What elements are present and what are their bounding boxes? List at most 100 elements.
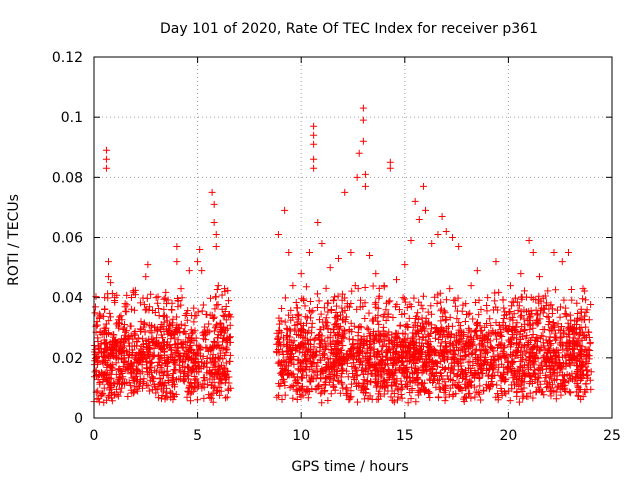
data-point bbox=[108, 397, 116, 405]
data-point bbox=[177, 320, 185, 328]
data-point bbox=[436, 331, 444, 339]
data-point bbox=[404, 383, 412, 391]
data-point bbox=[199, 331, 207, 339]
data-point bbox=[310, 155, 318, 163]
data-point bbox=[124, 361, 132, 369]
data-point bbox=[275, 358, 283, 366]
data-point bbox=[517, 270, 525, 278]
data-point bbox=[226, 357, 234, 365]
data-point bbox=[310, 140, 318, 148]
data-point bbox=[100, 312, 108, 320]
data-point bbox=[518, 311, 526, 319]
data-point bbox=[374, 304, 382, 312]
data-point bbox=[546, 378, 554, 386]
data-point bbox=[529, 358, 537, 366]
data-point bbox=[560, 329, 568, 337]
data-point bbox=[421, 325, 429, 333]
data-point bbox=[579, 358, 587, 366]
data-point bbox=[315, 381, 323, 389]
data-point bbox=[435, 352, 443, 360]
data-point bbox=[511, 294, 519, 302]
data-point bbox=[187, 334, 195, 342]
data-point bbox=[347, 249, 355, 257]
data-point bbox=[521, 342, 529, 350]
data-point bbox=[513, 319, 521, 327]
data-point bbox=[536, 369, 544, 377]
data-point bbox=[293, 320, 301, 328]
data-point bbox=[336, 389, 344, 397]
data-point bbox=[552, 352, 560, 360]
data-point bbox=[137, 327, 145, 335]
data-point bbox=[430, 349, 438, 357]
data-point bbox=[414, 330, 422, 338]
data-point bbox=[545, 317, 553, 325]
data-point bbox=[360, 376, 368, 384]
data-point bbox=[152, 294, 160, 302]
data-point bbox=[199, 380, 207, 388]
data-point bbox=[492, 393, 500, 401]
data-point bbox=[395, 386, 403, 394]
data-point bbox=[290, 360, 298, 368]
data-point bbox=[108, 289, 116, 297]
data-point bbox=[356, 303, 364, 311]
data-point bbox=[573, 299, 581, 307]
data-point bbox=[219, 355, 227, 363]
data-point bbox=[200, 394, 208, 402]
data-point bbox=[375, 336, 383, 344]
data-point bbox=[305, 340, 313, 348]
data-point bbox=[304, 394, 312, 402]
data-point bbox=[298, 373, 306, 381]
data-point bbox=[397, 377, 405, 385]
data-point bbox=[548, 327, 556, 335]
data-point bbox=[424, 308, 432, 316]
data-point bbox=[480, 360, 488, 368]
data-point bbox=[420, 292, 428, 300]
data-point bbox=[492, 258, 500, 266]
data-point bbox=[424, 347, 432, 355]
data-point bbox=[94, 387, 102, 395]
data-point bbox=[155, 312, 163, 320]
data-point bbox=[570, 324, 578, 332]
y-tick-label: 0.1 bbox=[61, 110, 83, 126]
data-point bbox=[220, 323, 228, 331]
data-point bbox=[396, 354, 404, 362]
data-point bbox=[435, 335, 443, 343]
data-point bbox=[201, 323, 209, 331]
data-point bbox=[104, 294, 112, 302]
data-point bbox=[556, 326, 564, 334]
data-point bbox=[114, 377, 122, 385]
data-point bbox=[450, 362, 458, 370]
data-point bbox=[141, 351, 149, 359]
plot-frame bbox=[93, 56, 613, 419]
data-point bbox=[508, 330, 516, 338]
data-point bbox=[468, 335, 476, 343]
data-point bbox=[334, 377, 342, 385]
data-point bbox=[583, 306, 591, 314]
data-point bbox=[449, 349, 457, 357]
data-point bbox=[492, 335, 500, 343]
data-point bbox=[302, 283, 310, 291]
data-point bbox=[359, 379, 367, 387]
data-point bbox=[301, 356, 309, 364]
data-point bbox=[306, 378, 314, 386]
data-point bbox=[394, 396, 402, 404]
data-point bbox=[535, 374, 543, 382]
data-point bbox=[509, 349, 517, 357]
data-point bbox=[406, 389, 414, 397]
data-point bbox=[331, 293, 339, 301]
data-point bbox=[91, 303, 99, 311]
data-point bbox=[551, 370, 559, 378]
data-point bbox=[476, 341, 484, 349]
y-tick-label: 0.08 bbox=[52, 170, 83, 186]
data-point bbox=[218, 370, 226, 378]
data-point bbox=[112, 351, 120, 359]
data-point bbox=[363, 324, 371, 332]
data-point bbox=[278, 395, 286, 403]
data-point bbox=[127, 370, 135, 378]
data-point bbox=[426, 394, 434, 402]
data-point bbox=[186, 342, 194, 350]
data-point bbox=[198, 358, 206, 366]
data-point bbox=[179, 344, 187, 352]
data-point bbox=[568, 370, 576, 378]
data-point bbox=[568, 346, 576, 354]
